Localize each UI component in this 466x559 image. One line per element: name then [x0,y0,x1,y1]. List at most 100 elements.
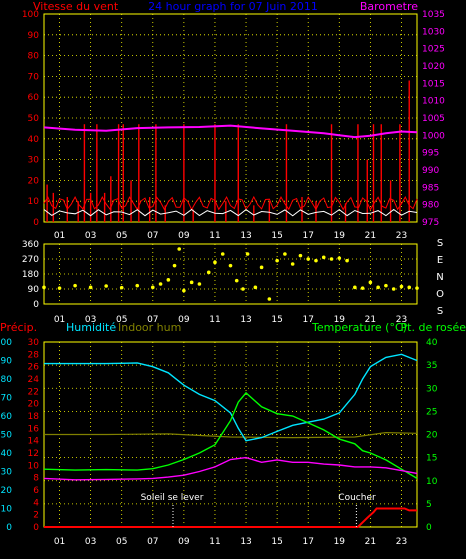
direction-point [119,285,124,290]
direction-frame [43,243,418,305]
direction-point [166,278,171,282]
direction-point [177,247,182,251]
wind-pressure-chart: 0102030405060708090100975980985990995100… [22,10,445,241]
direction-point [290,262,295,266]
humidity-label: Humidité [66,321,116,334]
multi-x-tick: 19 [334,537,346,547]
wind-y-tick: 30 [28,156,40,166]
wind-x-tick: 07 [147,231,158,241]
precip-label: Précip. [0,321,37,334]
compass-letter: S [437,238,443,249]
wind-x-tick: 11 [209,231,220,241]
multi-x-tick: 21 [365,537,376,547]
direction-point [241,287,245,291]
multi-x-tick: 05 [116,537,127,547]
multi-x-tick: 15 [271,537,282,547]
wind-average-line [43,208,418,217]
direction-x-tick: 23 [396,315,407,325]
direction-point [42,285,46,290]
humidity-y-tick: 30 [28,338,40,348]
direction-point [234,278,239,283]
direction-x-tick: 05 [116,315,127,325]
direction-point [407,285,412,290]
pressure-y-tick: 1025 [422,45,445,55]
compass-letter: N [436,272,443,283]
direction-point [345,258,349,263]
direction-point [104,284,108,288]
direction-y-tick: 360 [22,240,39,250]
direction-point [259,265,264,270]
pressure-y-tick: 1015 [422,79,445,89]
precip-y-tick: 50 [1,431,13,441]
direction-y-tick: 270 [22,255,39,265]
multi-x-tick: 03 [85,537,96,547]
multi-x-tick: 01 [54,537,65,547]
temperature-y-tick: 5 [426,500,432,510]
wind-x-tick: 05 [116,231,127,241]
humidity-y-tick: 0 [33,523,39,533]
direction-point [267,297,272,301]
precip-y-tick: 0 [6,523,12,533]
direction-point [197,282,202,286]
precip-y-tick: 70 [1,394,13,404]
pressure-y-tick: 1000 [422,131,445,141]
humidity-y-tick: 12 [28,449,39,459]
direction-point [337,256,342,260]
direction-point [368,280,373,285]
wind-y-tick: 20 [28,176,40,186]
precip-y-tick: 40 [1,449,13,459]
direction-y-tick: 90 [28,285,40,295]
temperature-line [43,391,418,480]
direction-point [384,283,388,288]
temperature-y-tick: 35 [426,361,437,371]
direction-point [228,263,233,268]
pressure-y-tick: 1035 [422,10,445,20]
direction-point [57,286,62,290]
pressure-y-tick: 1010 [422,97,445,107]
multi-x-tick: 07 [147,537,158,547]
direction-x-tick: 19 [334,315,346,325]
wind-x-tick: 01 [54,231,65,241]
direction-point [172,263,177,268]
wind-x-tick: 19 [334,231,346,241]
direction-x-tick: 03 [85,315,96,325]
page-title: 24 hour graph for 07 Juin 2011 [148,0,318,13]
direction-point [360,286,365,290]
humidity-y-tick: 4 [33,498,39,508]
wind-x-tick: 03 [85,231,96,241]
temperature-y-tick: 25 [426,407,437,417]
direction-point [73,283,77,288]
humidity-y-tick: 22 [28,387,39,397]
wind-y-tick: 50 [28,114,40,124]
humidity-y-tick: 10 [28,461,40,471]
barometer-title: Barometre [360,0,418,13]
wind-y-tick: 70 [28,72,40,82]
direction-point [329,257,334,261]
wind-speed-line [43,195,418,211]
direction-x-tick: 15 [271,315,282,325]
precip-y-tick: 30 [1,468,13,478]
direction-x-tick: 21 [365,315,376,325]
humidity-line [44,353,418,442]
wind-x-tick: 17 [302,231,313,241]
temperature-y-tick: 15 [426,454,437,464]
direction-y-tick: 180 [22,270,39,280]
direction-point [314,258,318,263]
multi-x-tick: 23 [396,537,407,547]
temp-humidity-chart: 0102030405060708090100024681012141618202… [0,338,438,547]
direction-x-tick: 11 [209,315,220,325]
direction-y-tick: 0 [33,300,39,310]
direction-point [391,287,396,291]
direction-point [399,284,404,289]
humidity-y-tick: 16 [28,424,40,434]
wind-y-tick: 10 [28,197,40,207]
temperature-label: Temperature (°C) [311,321,407,334]
wind-chart-title: Vitesse du vent [33,0,119,13]
pressure-y-tick: 995 [422,149,439,159]
humidity-y-tick: 2 [33,511,39,521]
sunrise-label: Soleil se lever [141,493,204,503]
direction-point [306,257,311,261]
precip-y-tick: 90 [1,357,13,367]
temperature-y-tick: 10 [426,477,438,487]
